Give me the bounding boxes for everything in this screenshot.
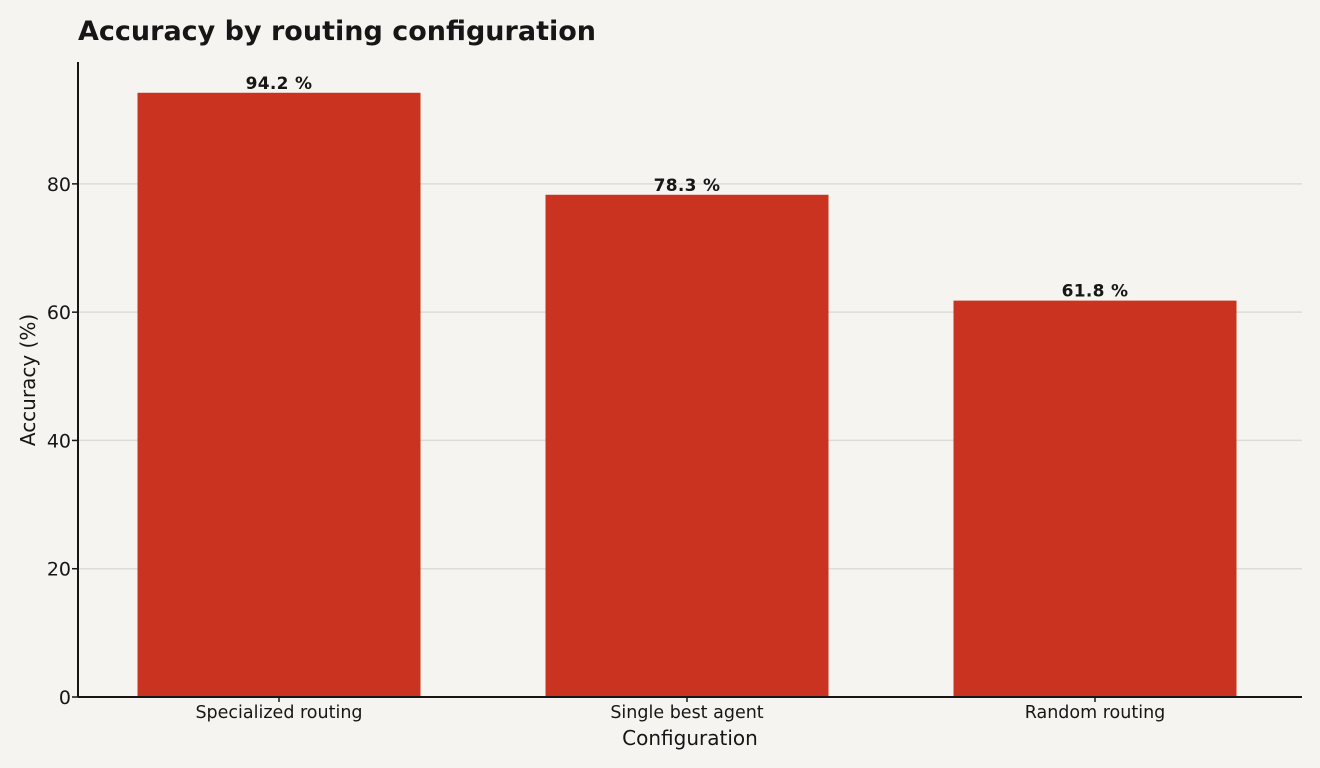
y-axis-title: Accuracy (%) (16, 314, 40, 446)
x-tick-label-2: Single best agent (610, 703, 763, 723)
bar-1 (137, 92, 421, 697)
data-label-3: 61.8 % (1062, 282, 1129, 302)
y-tick-label-40: 40 (47, 430, 71, 452)
bars (137, 92, 1237, 698)
y-tick-label-20: 20 (47, 559, 71, 581)
data-labels: 94.2 % 78.3 % 61.8 % (246, 74, 1129, 302)
y-tick-label-80: 80 (47, 174, 71, 196)
x-tick-label-3: Random routing (1025, 703, 1166, 723)
chart-title: Accuracy by routing configuration (78, 16, 596, 47)
x-axis-ticks: Specialized routing Single best agent Rand… (195, 697, 1165, 723)
data-label-1: 94.2 % (246, 74, 313, 94)
y-axis-ticks: 0 20 40 60 80 (47, 174, 78, 709)
y-tick-label-60: 60 (47, 302, 71, 324)
bar-3 (953, 300, 1237, 697)
y-tick-label-0: 0 (59, 687, 71, 709)
data-label-2: 78.3 % (654, 176, 721, 196)
x-axis-title: Configuration (622, 726, 758, 750)
x-tick-label-1: Specialized routing (195, 703, 362, 723)
bar-2 (545, 194, 829, 698)
